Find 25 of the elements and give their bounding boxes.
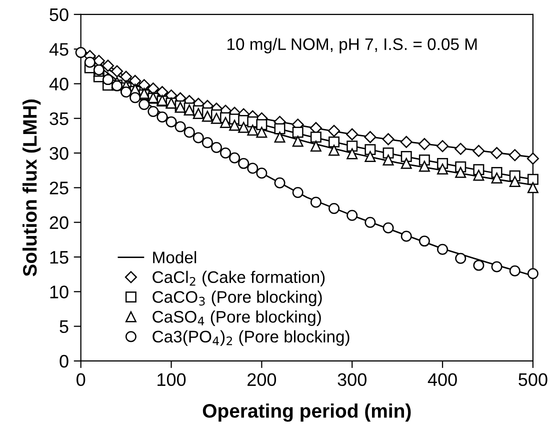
legend-label: Model [153, 251, 196, 264]
y-tick-label: 0 [60, 354, 68, 368]
y-tick-label: 35 [50, 112, 68, 126]
legend-label: Ca3(PO$_{4}$)$_{2}$ (Pore blocking) [152, 330, 350, 346]
y-tick-label: 15 [50, 251, 68, 264]
x-tick-label: 0 [76, 373, 86, 386]
y-axis-title: Solution flux (LMH) [22, 100, 41, 276]
legend-label: CaCl$_{2}$ (Cake formation) [152, 270, 325, 286]
y-tick-label: 10 [50, 286, 68, 298]
y-tick-label: 30 [50, 146, 68, 160]
y-tick-label: 50 [50, 8, 68, 22]
y-tick-label: 20 [50, 216, 68, 230]
y-tick-label: 40 [49, 78, 68, 90]
legend-label: CaSO$_{4}$ (Pore blocking) [152, 310, 321, 326]
x-tick-label: 500 [518, 373, 548, 386]
legend-label: CaCO$_{3}$ (Pore blocking) [152, 290, 322, 306]
y-tick-label: 25 [50, 182, 68, 194]
x-tick-label: 400 [428, 373, 457, 386]
annotation: 10 mg/L NOM, pH 7, I.S. = 0.05 M [227, 38, 477, 54]
x-tick-label: 300 [338, 373, 366, 386]
x-axis-title: Operating period (min) [202, 403, 411, 422]
y-tick-label: 5 [60, 320, 68, 334]
x-tick-label: 200 [248, 373, 276, 386]
y-tick-label: 45 [49, 43, 68, 56]
x-tick-label: 100 [158, 373, 186, 386]
